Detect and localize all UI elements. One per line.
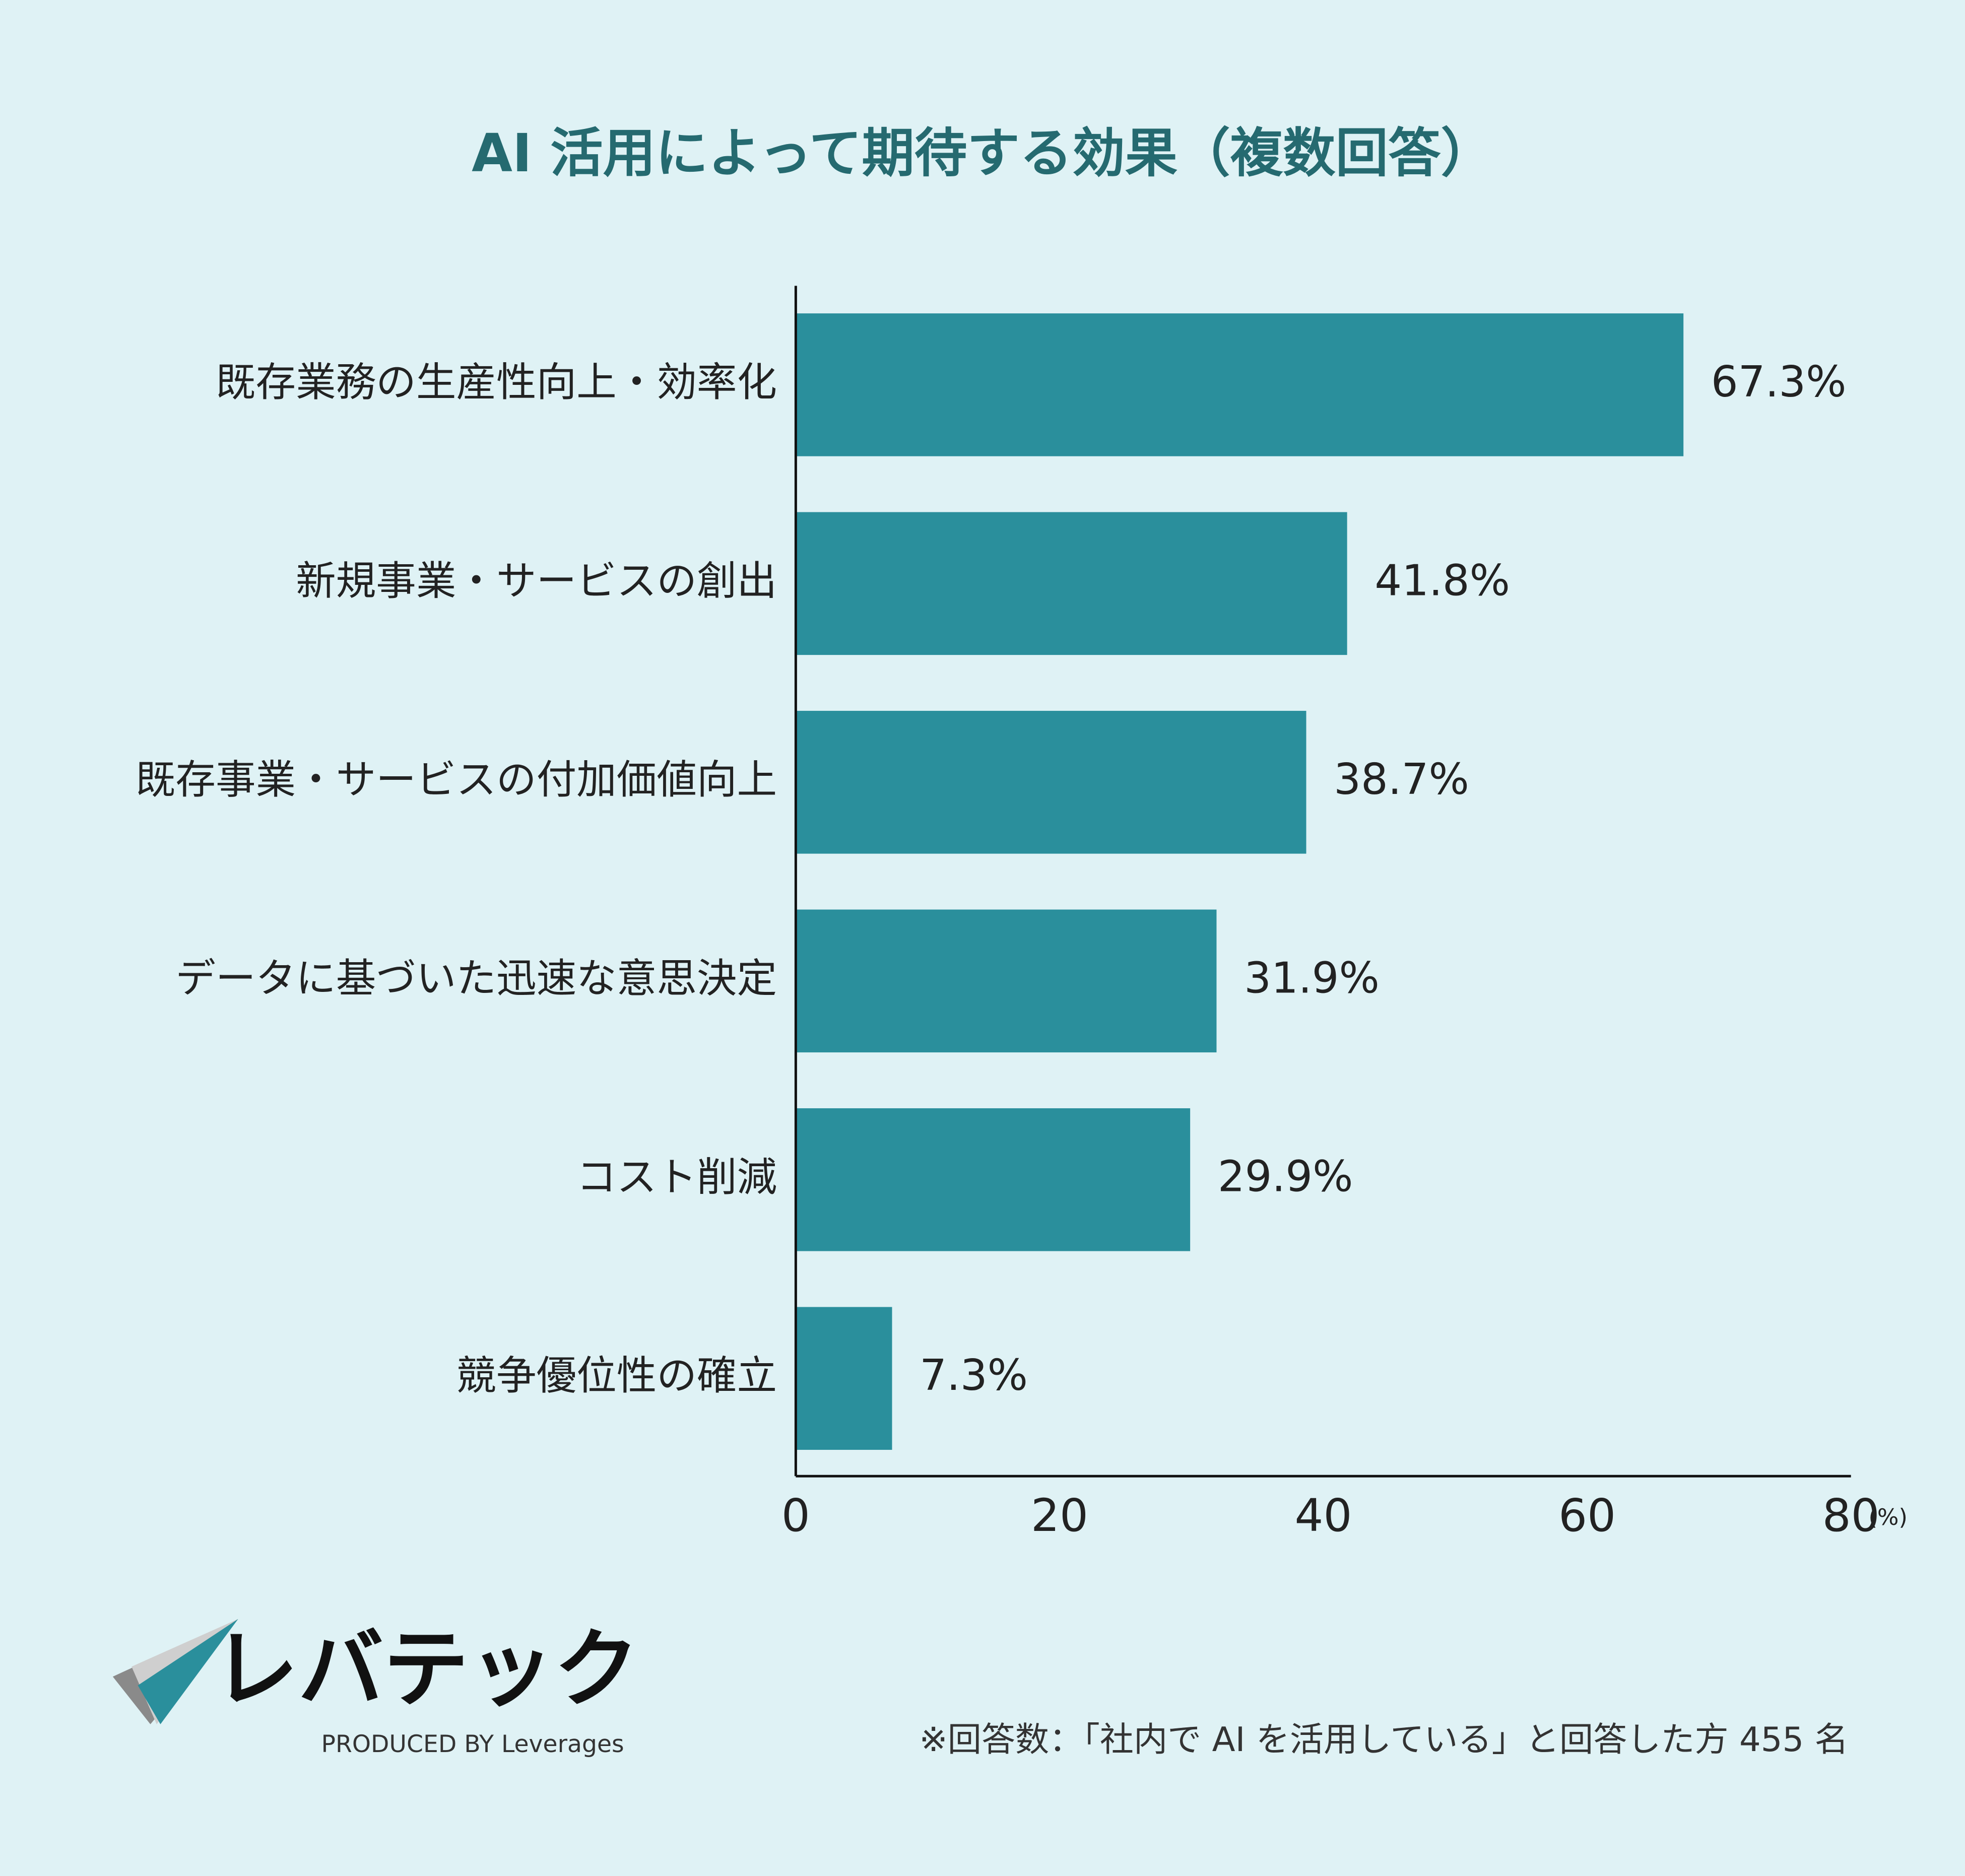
bar (796, 313, 1684, 456)
value-label: 67.3% (1711, 357, 1847, 407)
y-tick-label: データに基づいた迅速な意思決定 (175, 955, 777, 1001)
logo-shape (138, 1619, 238, 1724)
bar (796, 909, 1217, 1053)
value-label: 41.8% (1374, 556, 1510, 605)
y-tick-label: 既存業務の生産性向上・効率化 (216, 359, 777, 406)
footnote: ※回答数：「社内で AI を活用している」と回答した方 455 名 (920, 1720, 1849, 1759)
value-label: 38.7% (1334, 755, 1469, 804)
y-tick-label: 競争優位性の確立 (456, 1352, 777, 1399)
bar (796, 1307, 892, 1450)
bar (796, 1108, 1191, 1251)
x-tick-label: 0 (781, 1490, 810, 1542)
bar (796, 711, 1306, 854)
x-tick-label: 40 (1295, 1490, 1352, 1542)
y-tick-label: 新規事業・サービスの創出 (296, 557, 777, 604)
chart-title: AI 活用によって期待する効果（複数回答） (472, 122, 1493, 184)
x-tick-label: 20 (1031, 1490, 1088, 1542)
x-unit: (%) (1868, 1504, 1907, 1530)
value-label: 31.9% (1244, 953, 1380, 1002)
x-tick-label: 60 (1558, 1490, 1616, 1542)
logo: レバテック PRODUCED BY Leverages (112, 1619, 639, 1758)
bar (796, 512, 1347, 655)
y-tick-label: 既存事業・サービスの付加価値向上 (136, 756, 777, 803)
value-label: 29.9% (1218, 1152, 1353, 1201)
logo-name: レバテック (213, 1620, 639, 1719)
logo-tagline: PRODUCED BY Leverages (321, 1730, 624, 1758)
x-tick-label: 80 (1822, 1490, 1880, 1542)
y-tick-label: コスト削減 (576, 1154, 777, 1200)
value-label: 7.3% (920, 1351, 1028, 1400)
